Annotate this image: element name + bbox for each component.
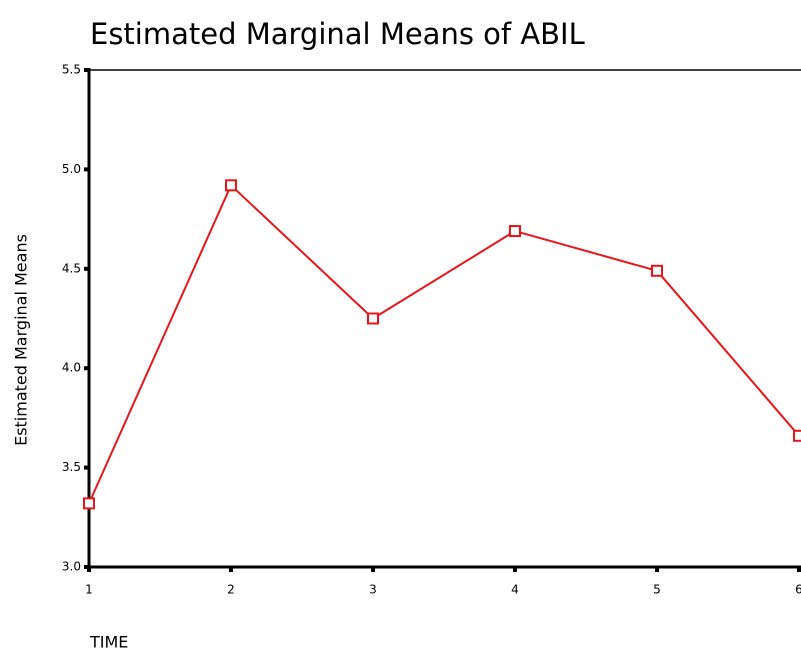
plot-frame bbox=[88, 69, 801, 568]
data-marker bbox=[793, 429, 801, 442]
y-tick-label: 4.0 bbox=[62, 361, 81, 375]
x-tick-label: 4 bbox=[511, 583, 519, 597]
chart-title: Estimated Marginal Means of ABIL bbox=[90, 17, 585, 51]
y-tick-label: 5.5 bbox=[62, 63, 81, 77]
x-tick-label: 6 bbox=[795, 583, 801, 597]
data-marker bbox=[651, 264, 663, 277]
y-tick-label: 3.0 bbox=[62, 560, 81, 574]
x-tick-label: 5 bbox=[653, 583, 661, 597]
data-marker bbox=[367, 312, 379, 325]
x-tick-label: 2 bbox=[227, 583, 235, 597]
y-axis-label: Estimated Marginal Means bbox=[12, 234, 31, 446]
data-line bbox=[88, 183, 800, 504]
y-tick-label: 3.5 bbox=[62, 460, 81, 474]
x-tick-label: 1 bbox=[85, 583, 93, 597]
y-tick-label: 5.0 bbox=[62, 162, 81, 176]
y-tick-label: 4.5 bbox=[62, 261, 81, 275]
x-tick-label: 3 bbox=[369, 583, 377, 597]
x-axis-label: TIME bbox=[89, 633, 128, 652]
data-marker bbox=[509, 225, 521, 238]
data-marker bbox=[83, 497, 95, 510]
data-marker bbox=[225, 179, 237, 192]
